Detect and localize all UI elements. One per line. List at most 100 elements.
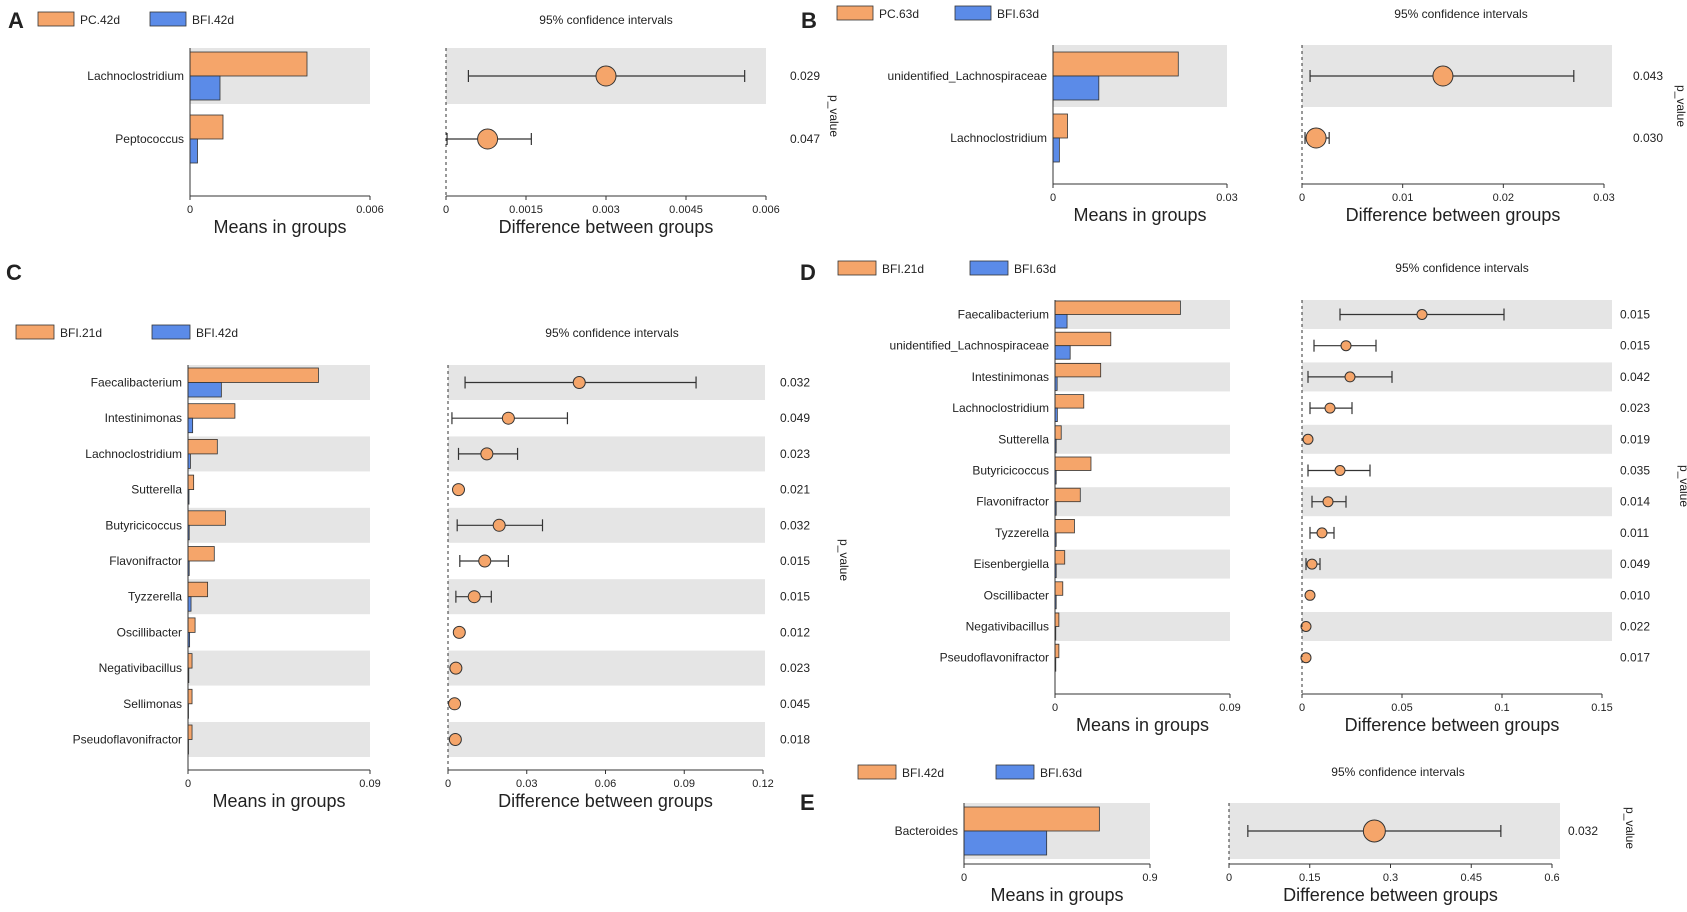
category-label-d-6: Butyricicoccus — [972, 464, 1049, 478]
diff-tick-label-e-4: 0.45 — [1461, 872, 1482, 884]
means-tick-label-b-1: 0 — [1050, 192, 1056, 204]
legend-label-c-1: BFI.21d — [60, 326, 102, 340]
bar-a-a-1 — [189, 51, 308, 77]
diff-tick-label-e-2: 0.15 — [1299, 872, 1320, 884]
category-label-d-2: unidentified_Lachnospiraceae — [890, 339, 1050, 353]
category-label-d-5: Sutterella — [998, 432, 1049, 446]
p-value-c-10: 0.045 — [780, 697, 810, 711]
legend-label-d-2: BFI.63d — [1014, 262, 1056, 276]
means-axis-title-c: Means in groups — [212, 791, 345, 811]
legend-label-b-2: BFI.63d — [997, 7, 1039, 21]
p-value-d-9: 0.049 — [1620, 557, 1650, 571]
row-stripe-means-d-7 — [1055, 487, 1230, 517]
p-value-d-4: 0.023 — [1620, 401, 1650, 415]
category-label-b-1: unidentified_Lachnospiraceae — [888, 69, 1048, 83]
bar-d-a-9 — [1054, 550, 1066, 565]
bar-d-b-1 — [1054, 314, 1068, 329]
panel-letter-d: D — [800, 260, 816, 285]
diff-point-c-7 — [467, 590, 481, 604]
diff-point-c-4 — [452, 483, 465, 497]
diff-point-b-2 — [1305, 127, 1327, 149]
bar-d-a-8 — [1054, 519, 1075, 534]
diff-tick-label-b-4: 0.03 — [1593, 192, 1614, 204]
category-label-d-11: Negativibacillus — [966, 620, 1049, 634]
means-axis-title-d: Means in groups — [1076, 715, 1209, 735]
diff-point-c-8 — [452, 625, 466, 639]
bar-a-b-2 — [189, 138, 198, 164]
ci-title-b: 95% confidence intervals — [1394, 7, 1527, 21]
diff-point-b-1 — [1432, 65, 1454, 87]
diff-tick-label-b-2: 0.01 — [1392, 192, 1413, 204]
row-stripe-means-d-9 — [1055, 549, 1230, 579]
bar-d-a-4 — [1054, 394, 1085, 409]
category-label-d-12: Pseudoflavonifractor — [940, 651, 1049, 665]
p-value-b-2: 0.030 — [1633, 131, 1663, 145]
bar-b-b-2 — [1052, 137, 1060, 163]
means-tick-label-e-2: 0.9 — [1142, 872, 1157, 884]
category-label-c-6: Flavonifractor — [109, 554, 182, 568]
p-value-axis-label-d: p_value — [1677, 465, 1687, 507]
diff-point-d-7 — [1322, 496, 1334, 508]
category-label-c-7: Tyzzerella — [128, 590, 182, 604]
p-value-d-2: 0.015 — [1620, 339, 1650, 353]
row-stripe-diff-c-11 — [448, 722, 765, 757]
category-label-c-10: Sellimonas — [123, 697, 182, 711]
p-value-c-7: 0.015 — [780, 590, 810, 604]
bar-c-a-2 — [187, 403, 236, 419]
p-value-c-11: 0.018 — [780, 733, 810, 747]
bar-c-b-2 — [187, 417, 194, 434]
means-tick-label-c-1: 0 — [185, 778, 191, 790]
diff-tick-label-a-3: 0.003 — [592, 204, 620, 216]
p-value-e-1: 0.032 — [1568, 824, 1598, 838]
diff-tick-label-e-5: 0.6 — [1544, 872, 1559, 884]
diff-point-c-10 — [448, 697, 462, 711]
diff-axis-title-d: Difference between groups — [1345, 715, 1560, 735]
p-value-a-2: 0.047 — [790, 132, 820, 146]
panel-letter-b: B — [801, 8, 817, 33]
category-label-c-3: Lachnoclostridium — [85, 447, 182, 461]
p-value-c-2: 0.049 — [780, 411, 810, 425]
panel-d: D BFI.21d BFI.63d 95% confidence intervals F… — [800, 260, 1687, 735]
diff-point-d-2 — [1340, 340, 1352, 352]
category-label-c-9: Negativibacillus — [99, 661, 182, 675]
p-value-d-10: 0.010 — [1620, 588, 1650, 602]
row-stripe-diff-d-5 — [1302, 424, 1612, 454]
legend-swatch-b-1 — [836, 5, 874, 21]
bar-c-a-9 — [187, 653, 193, 669]
ci-title-d: 95% confidence intervals — [1395, 261, 1528, 275]
category-label-d-8: Tyzzerella — [995, 526, 1049, 540]
bar-d-a-1 — [1054, 300, 1181, 315]
legend-swatch-c-2 — [151, 324, 191, 340]
diff-tick-label-b-3: 0.02 — [1493, 192, 1514, 204]
means-tick-label-a-2: 0.006 — [356, 204, 384, 216]
category-label-b-2: Lachnoclostridium — [950, 131, 1047, 145]
panel-letter-e: E — [800, 790, 815, 815]
legend-label-a-2: BFI.42d — [192, 13, 234, 27]
p-value-axis-label-e: p_value — [1623, 807, 1637, 849]
diff-point-a-1 — [595, 65, 617, 87]
panel-a: A PC.42d BFI.42d 95% confidence intervals La… — [8, 8, 841, 237]
bar-b-b-1 — [1052, 75, 1100, 101]
category-label-d-7: Flavonifractor — [976, 495, 1049, 509]
bar-d-a-2 — [1054, 331, 1112, 347]
bar-b-a-2 — [1052, 113, 1068, 139]
diff-point-c-11 — [448, 733, 462, 746]
legend-label-e-2: BFI.63d — [1040, 766, 1082, 780]
bar-d-a-11 — [1054, 612, 1060, 627]
category-label-d-4: Lachnoclostridium — [952, 401, 1049, 415]
bar-d-a-12 — [1054, 643, 1060, 659]
diff-point-c-5 — [492, 518, 506, 532]
diff-point-d-6 — [1334, 465, 1346, 476]
bar-a-b-1 — [189, 75, 221, 101]
diff-point-d-12 — [1300, 652, 1312, 664]
panel-letter-a: A — [8, 8, 24, 33]
diff-point-c-2 — [501, 411, 515, 425]
means-axis-title-b: Means in groups — [1073, 205, 1206, 225]
means-tick-label-d-2: 0.09 — [1219, 702, 1240, 714]
panel-letter-c: C — [6, 260, 22, 285]
diff-tick-label-c-2: 0.03 — [516, 778, 537, 790]
diff-point-d-10 — [1304, 589, 1316, 601]
category-label-c-11: Pseudoflavonifractor — [73, 733, 182, 747]
category-label-c-5: Butyricicoccus — [105, 518, 182, 532]
p-value-d-7: 0.014 — [1620, 495, 1650, 509]
